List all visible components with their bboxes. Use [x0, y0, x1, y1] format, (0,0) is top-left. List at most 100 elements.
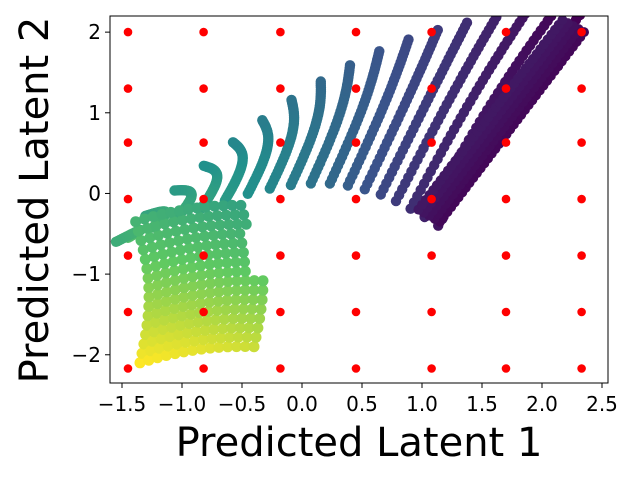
- grid-point: [427, 138, 436, 147]
- cloud-point: [155, 333, 167, 345]
- cloud-point: [208, 229, 219, 241]
- cloud-point: [231, 341, 242, 353]
- cloud-point: [227, 313, 239, 325]
- cloud-point: [213, 286, 225, 298]
- cloud-point: [219, 313, 230, 325]
- cloud-point: [161, 227, 173, 239]
- cloud-point: [196, 279, 208, 290]
- grid-point: [123, 307, 133, 317]
- cloud-point: [315, 76, 326, 87]
- cloud-point: [239, 256, 250, 268]
- cloud-point: [235, 199, 247, 211]
- y-tick-label: −2: [72, 343, 101, 367]
- x-axis: −1.5 −1.0 −0.5 0.0 0.5 1.0 1.5 2.0 2.5: [98, 383, 618, 416]
- cloud-point: [176, 310, 188, 322]
- cloud-point: [198, 160, 209, 171]
- cloud-point: [152, 352, 163, 364]
- cloud-point: [220, 304, 232, 316]
- cloud-point: [171, 338, 183, 350]
- grid-point: [501, 27, 511, 37]
- grid-point: [199, 307, 208, 317]
- cloud-point: [197, 334, 209, 346]
- y-tick-label: 1: [88, 101, 101, 125]
- cloud-point: [195, 269, 207, 281]
- cloud-point: [186, 299, 198, 311]
- grid-point: [199, 138, 208, 147]
- cloud-point: [187, 280, 199, 292]
- grid-point: [501, 84, 511, 93]
- cloud-point: [229, 303, 241, 315]
- grid-point: [577, 138, 586, 147]
- cloud-point: [159, 218, 171, 230]
- cloud-point: [194, 211, 206, 223]
- cloud-point: [160, 295, 172, 307]
- grid-point: [427, 364, 436, 373]
- cloud-point: [180, 336, 192, 348]
- cloud-point: [557, 16, 568, 25]
- cloud-point: [176, 254, 188, 265]
- cloud-point: [178, 272, 190, 284]
- cloud-point: [170, 225, 182, 237]
- cloud-point: [169, 348, 181, 360]
- cloud-point: [189, 335, 201, 347]
- cloud-point: [212, 295, 224, 307]
- cloud-point: [239, 265, 251, 277]
- cloud-point: [174, 244, 186, 256]
- grid-point: [427, 194, 436, 204]
- cloud-point: [162, 340, 174, 352]
- x-tick-label: 0.5: [346, 392, 378, 416]
- cloud-point: [152, 279, 164, 291]
- cloud-point: [218, 238, 230, 250]
- cloud-point: [491, 16, 502, 23]
- grid-point: [427, 307, 436, 317]
- cloud-point: [156, 208, 168, 220]
- cloud-point: [151, 307, 163, 319]
- cloud-point: [168, 303, 180, 314]
- cloud-point: [148, 326, 160, 338]
- cloud-point: [182, 327, 194, 339]
- cloud-point: [164, 237, 176, 249]
- grid-point: [276, 138, 285, 147]
- cloud-point: [229, 247, 241, 259]
- x-tick-label: 2.5: [586, 392, 618, 416]
- cloud-point: [230, 294, 242, 306]
- cloud-point: [196, 221, 208, 233]
- cloud-point: [203, 210, 215, 222]
- cloud-point: [169, 274, 181, 286]
- cloud-point: [186, 261, 198, 273]
- grid-point: [351, 364, 361, 373]
- grid-point: [123, 251, 133, 260]
- cloud-point: [240, 218, 252, 230]
- cloud-point: [215, 332, 227, 344]
- grid-point: [577, 251, 586, 260]
- cloud-point: [221, 294, 233, 306]
- cloud-point: [234, 228, 246, 240]
- cloud-point: [172, 235, 184, 247]
- grid-point: [351, 307, 361, 317]
- cloud-point: [239, 341, 251, 352]
- cloud-point: [222, 285, 234, 297]
- cloud-point: [234, 322, 246, 334]
- cloud-point: [167, 312, 179, 324]
- cloud-point: [236, 312, 248, 324]
- cloud-point: [175, 319, 187, 331]
- cloud-point: [150, 260, 162, 272]
- cloud-point: [139, 213, 150, 225]
- cloud-point: [182, 203, 194, 215]
- cloud-point: [208, 323, 220, 335]
- x-axis-label: Predicted Latent 1: [176, 420, 543, 466]
- plot-frame: [109, 15, 609, 384]
- cloud-point: [236, 237, 248, 249]
- cloud-point: [165, 206, 177, 218]
- cloud-point: [146, 241, 158, 253]
- cloud-point: [204, 258, 215, 270]
- cloud-point: [220, 247, 232, 259]
- cloud-point: [177, 301, 189, 312]
- grid-point: [123, 194, 133, 204]
- cloud-point: [221, 257, 233, 269]
- grid-point: [199, 251, 208, 260]
- cloud-point: [222, 266, 234, 278]
- cloud-point: [181, 233, 193, 245]
- x-tick-label: −1.0: [158, 392, 207, 416]
- cloud-point: [257, 115, 268, 126]
